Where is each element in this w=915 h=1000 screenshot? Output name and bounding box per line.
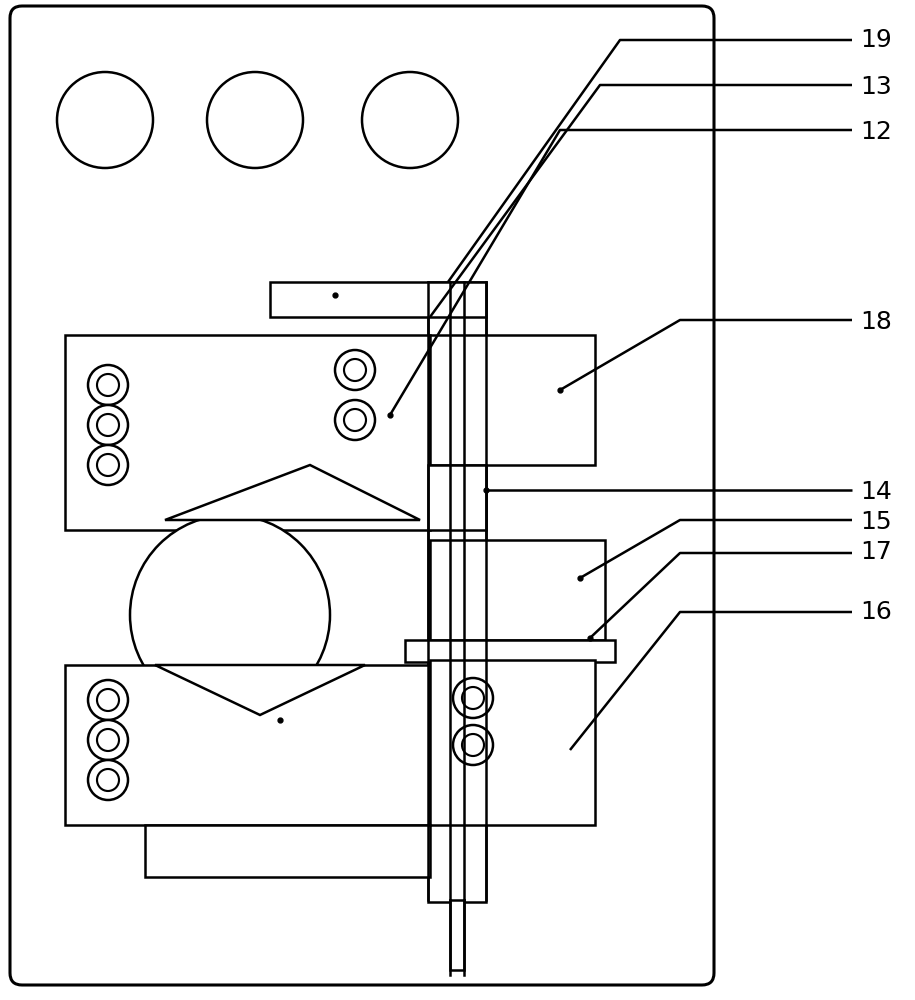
Bar (145, 825, 430, 877)
Circle shape (97, 374, 119, 396)
Circle shape (97, 454, 119, 476)
Polygon shape (155, 665, 365, 715)
Circle shape (88, 445, 128, 485)
Circle shape (344, 359, 366, 381)
Bar (65, 665, 430, 825)
Circle shape (97, 729, 119, 751)
Circle shape (453, 678, 493, 718)
Bar (428, 282, 486, 902)
Circle shape (207, 72, 303, 168)
Circle shape (130, 515, 330, 715)
Bar (428, 465, 486, 530)
Bar (65, 335, 430, 530)
Circle shape (57, 72, 153, 168)
Circle shape (462, 687, 484, 709)
Circle shape (88, 365, 128, 405)
Circle shape (97, 769, 119, 791)
FancyBboxPatch shape (10, 6, 714, 985)
Circle shape (335, 400, 375, 440)
Bar (430, 660, 595, 825)
Polygon shape (165, 465, 420, 520)
Circle shape (362, 72, 458, 168)
Text: 13: 13 (860, 75, 892, 99)
Circle shape (88, 405, 128, 445)
Bar (430, 540, 605, 640)
Text: 12: 12 (860, 120, 892, 144)
Text: 17: 17 (860, 540, 892, 564)
Text: 14: 14 (860, 480, 892, 504)
Circle shape (88, 760, 128, 800)
Text: 19: 19 (860, 28, 892, 52)
Bar (450, 900, 464, 970)
Circle shape (335, 350, 375, 390)
Text: 16: 16 (860, 600, 892, 624)
Circle shape (97, 414, 119, 436)
Text: 15: 15 (860, 510, 891, 534)
Bar (405, 640, 615, 662)
Circle shape (344, 409, 366, 431)
Circle shape (453, 725, 493, 765)
Circle shape (462, 734, 484, 756)
Circle shape (97, 689, 119, 711)
Bar (270, 282, 486, 317)
Text: 18: 18 (860, 310, 892, 334)
Circle shape (88, 720, 128, 760)
Bar (430, 335, 595, 465)
Circle shape (88, 680, 128, 720)
